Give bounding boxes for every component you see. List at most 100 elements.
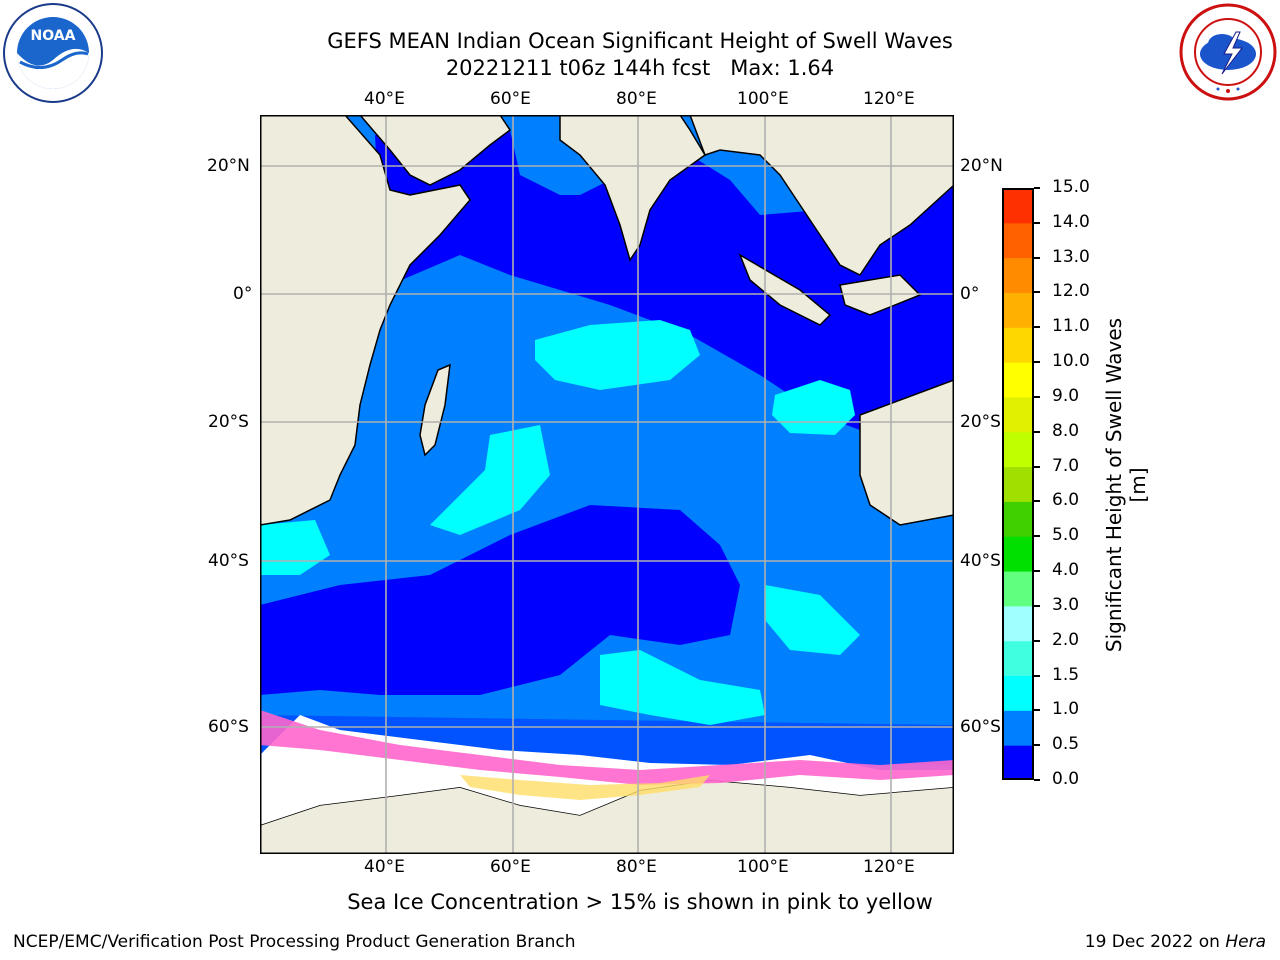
land-india [559, 114, 706, 262]
colorbar-tick-label: 5.0 [1052, 525, 1080, 546]
low-swell-south [260, 505, 740, 695]
colorbar-tick-label: 10.0 [1052, 351, 1090, 372]
lon-tick-bottom-80e: 80°E [616, 857, 657, 877]
swell-high-6 [600, 650, 765, 725]
colorbar-bin [1002, 292, 1034, 328]
colorbar-tick-label: 11.0 [1052, 316, 1090, 337]
lat-tick-right-60s: 60°S [960, 717, 1001, 737]
colorbar-tick-label: 0.5 [1052, 734, 1080, 755]
lon-tick-top-40e: 40°E [364, 89, 405, 109]
noaa-logo-icon: NOAA [2, 2, 104, 104]
sea-ice-yellow [460, 775, 710, 800]
map-border [259, 114, 955, 855]
colorbar-tick-mark [1034, 639, 1040, 642]
lon-tick-top-60e: 60°E [490, 89, 531, 109]
lat-tick-left-20n: 20°N [207, 156, 250, 176]
colorbar-tick-mark [1034, 361, 1040, 364]
land-arabia [358, 114, 512, 186]
colorbar-tick-label: 3.0 [1052, 594, 1080, 615]
lon-tick-bottom-60e: 60°E [490, 857, 531, 877]
colorbar-tick-label: 4.0 [1052, 560, 1080, 581]
colorbar-bin [1002, 466, 1034, 502]
swell-high-1 [535, 320, 700, 390]
lat-tick-left-0: 0° [233, 284, 253, 304]
colorbar-tick-mark [1034, 291, 1040, 294]
colorbar-label: Significant Height of Swell Waves [m] [1102, 317, 1150, 653]
lon-tick-top-80e: 80°E [616, 89, 657, 109]
colorbar-tick-mark [1034, 744, 1040, 747]
lon-tick-top-120e: 120°E [863, 89, 915, 109]
land-madagascar [419, 363, 451, 457]
colorbar-tick-mark [1034, 709, 1040, 712]
lat-tick-left-60s: 60°S [208, 717, 249, 737]
colorbar-tick-mark [1034, 187, 1040, 189]
colorbar-tick-label: 6.0 [1052, 490, 1080, 511]
lat-tick-right-0: 0° [960, 284, 980, 304]
colorbar-tick-label: 7.0 [1052, 455, 1080, 476]
colorbar-bin [1002, 257, 1034, 293]
colorbar-tick-label: 14.0 [1052, 211, 1090, 232]
sea-ice-pink [260, 710, 954, 785]
lat-tick-right-40s: 40°S [960, 551, 1001, 571]
nws-logo-icon [1178, 2, 1278, 102]
colorbar-border [1002, 188, 1034, 780]
map-svg [259, 114, 955, 855]
low-swell-north [375, 115, 954, 445]
lat-tick-right-20n: 20°N [960, 156, 1003, 176]
colorbar-tick-label: 0.0 [1052, 769, 1080, 789]
lon-tick-bottom-120e: 120°E [863, 857, 915, 877]
land-borneo [839, 274, 922, 316]
colorbar-tick-mark [1034, 779, 1040, 781]
colorbar-tick-label: 9.0 [1052, 385, 1080, 406]
colorbar-tick-mark [1034, 465, 1040, 468]
colorbar-svg [1002, 188, 1034, 781]
lat-tick-left-40s: 40°S [208, 551, 249, 571]
colorbar-bin [1002, 188, 1034, 224]
swell-high-3 [430, 425, 550, 535]
sea-ice-caption: Sea Ice Concentration > 15% is shown in … [347, 890, 933, 914]
colorbar-bin [1002, 222, 1034, 259]
map-area [259, 114, 955, 855]
colorbar-tick-mark [1034, 326, 1040, 329]
noaa-logo-text: NOAA [31, 28, 76, 44]
colorbar-bin [1002, 605, 1034, 642]
lat-tick-left-20s: 20°S [208, 412, 249, 432]
lon-tick-top-100e: 100°E [737, 89, 789, 109]
colorbar-bin [1002, 362, 1034, 398]
colorbar-tick-mark [1034, 674, 1040, 677]
colorbar-bin [1002, 571, 1034, 607]
footer-branch: NCEP/EMC/Verification Post Processing Pr… [13, 932, 576, 952]
colorbar-tick-label: 15.0 [1052, 177, 1090, 197]
grid-lines [260, 115, 954, 854]
footer-date: 19 Dec 2022 on Hera [1085, 932, 1266, 952]
colorbar-tick-mark [1034, 395, 1040, 398]
colorbar-tick-label: 13.0 [1052, 246, 1090, 267]
colorbar-tick-label: 1.0 [1052, 699, 1080, 720]
colorbar-bin [1002, 431, 1034, 468]
colorbar-tick-mark [1034, 256, 1040, 259]
lon-tick-bottom-40e: 40°E [364, 857, 405, 877]
colorbar-bin [1002, 327, 1034, 363]
colorbar-tick-mark [1034, 430, 1040, 433]
colorbar-bin [1002, 710, 1034, 746]
colorbar-tick-mark [1034, 221, 1040, 224]
land-se-asia [688, 114, 955, 276]
map-title: GEFS MEAN Indian Ocean Significant Heigh… [327, 29, 953, 53]
colorbar-tick-mark [1034, 535, 1040, 538]
colorbar-tick-label: 1.5 [1052, 664, 1080, 685]
footer-date-text: 19 Dec 2022 on [1084, 932, 1226, 952]
colorbar-tick-labels: 0.0 0.5 1.0 1.5 2.0 3.0 4.0 5.0 6.0 7.0 8.0 9.0 10.0… [1034, 177, 1120, 789]
colorbar-tick-label: 8.0 [1052, 420, 1080, 441]
swell-high-5 [765, 585, 860, 655]
colorbar-tick-label: 2.0 [1052, 629, 1080, 650]
colorbar-bin [1002, 536, 1034, 572]
colorbar-tick-mark [1034, 604, 1040, 607]
map-subtitle: 20221211 t06z 144h fcst Max: 1.64 [445, 56, 835, 80]
colorbar-bin [1002, 675, 1034, 711]
colorbar-bin [1002, 640, 1034, 677]
land-sumatra [738, 253, 832, 326]
colorbar-tick-mark [1034, 570, 1040, 573]
lat-tick-right-20s: 20°S [960, 412, 1001, 432]
colorbar-bin [1002, 501, 1034, 537]
colorbar-tick-label: 12.0 [1052, 281, 1090, 302]
